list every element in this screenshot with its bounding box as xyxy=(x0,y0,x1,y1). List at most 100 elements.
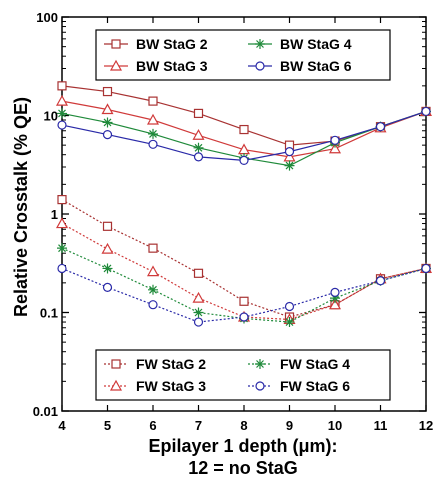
data-point xyxy=(330,287,340,297)
legend-item-fw-stag-3: FW StaG 3 xyxy=(104,378,206,394)
data-point xyxy=(193,307,204,318)
x-axis-title-line2: 12 = no StaG xyxy=(188,458,298,478)
legend-marker xyxy=(255,61,265,71)
x-tick-label: 4 xyxy=(58,418,66,433)
data-point xyxy=(55,94,69,106)
legend-label: BW StaG 3 xyxy=(136,58,208,74)
data-point xyxy=(328,142,342,154)
legend-marker xyxy=(111,359,121,369)
series-fw-stag-6 xyxy=(57,263,431,327)
data-point xyxy=(102,117,113,128)
data-point xyxy=(284,160,295,171)
legend-marker xyxy=(255,359,265,369)
data-point xyxy=(193,317,204,327)
data-point xyxy=(57,108,67,119)
y-tick-label: 10 xyxy=(44,109,58,124)
data-point xyxy=(193,108,204,119)
data-point xyxy=(192,291,205,303)
data-point xyxy=(239,124,249,135)
data-point xyxy=(148,139,158,149)
legend-marker xyxy=(111,39,121,49)
legend-marker xyxy=(109,379,123,391)
data-point xyxy=(193,142,204,153)
legend-item-bw-stag-4: BW StaG 4 xyxy=(248,36,352,52)
legend-bottom: FW StaG 2 FW StaG 3 FW StaG 4 FW StaG 6 xyxy=(95,349,391,401)
legend-item-fw-stag-2: FW StaG 2 xyxy=(104,356,206,372)
x-tick-label: 8 xyxy=(240,418,247,433)
data-point xyxy=(146,113,160,125)
x-tick-label: 12 xyxy=(419,418,433,433)
series-fw-stag-2 xyxy=(57,195,431,322)
data-point xyxy=(57,120,67,130)
legend-label: FW StaG 3 xyxy=(136,378,206,394)
data-point xyxy=(421,106,431,117)
data-point xyxy=(102,263,113,274)
data-point xyxy=(148,128,158,139)
legend-item-bw-stag-3: BW StaG 3 xyxy=(104,58,208,74)
legend-item-bw-stag-2: BW StaG 2 xyxy=(104,36,208,52)
series-fw-stag-3 xyxy=(55,217,433,325)
legend-label: BW StaG 4 xyxy=(280,36,352,52)
data-point xyxy=(284,301,295,312)
x-axis-title-line1: Epilayer 1 depth (μm): xyxy=(148,436,337,456)
x-tick-label: 5 xyxy=(104,418,111,433)
legend-item-fw-stag-6: FW StaG 6 xyxy=(248,378,350,394)
data-point xyxy=(239,312,249,322)
data-point xyxy=(328,298,342,310)
data-point xyxy=(148,284,158,295)
y-tick-label: 100 xyxy=(36,10,58,25)
x-tick-label: 6 xyxy=(149,418,156,433)
data-point xyxy=(101,103,114,115)
data-point xyxy=(239,296,249,306)
y-tick-label: 0.1 xyxy=(40,306,58,321)
data-point xyxy=(102,282,113,292)
x-tick-label: 9 xyxy=(286,418,293,433)
data-point xyxy=(193,268,204,278)
series-bw-stag-6 xyxy=(57,106,431,166)
series-bw-stag-2 xyxy=(57,81,431,150)
data-point xyxy=(192,129,205,140)
data-point xyxy=(102,221,113,231)
data-point xyxy=(375,122,386,132)
data-point xyxy=(57,195,67,205)
data-point xyxy=(148,96,158,106)
data-point xyxy=(102,129,113,140)
legend-box xyxy=(95,349,391,401)
data-point xyxy=(239,155,249,166)
data-point xyxy=(57,243,67,254)
data-point xyxy=(146,265,160,277)
legend-label: FW StaG 2 xyxy=(136,356,206,372)
data-point xyxy=(101,242,114,254)
data-point xyxy=(421,263,431,274)
legend-item-bw-stag-6: BW StaG 6 xyxy=(248,58,352,74)
y-tick-label: 0.01 xyxy=(33,404,58,419)
legend-item-fw-stag-4: FW StaG 4 xyxy=(248,356,350,372)
y-tick-label: 1 xyxy=(51,207,58,222)
legend-marker xyxy=(255,381,265,391)
legend-top: BW StaG 2 BW StaG 3 BW StaG 4 BW StaG 6 xyxy=(95,29,391,81)
data-point xyxy=(148,243,158,253)
legend-label: FW StaG 6 xyxy=(280,378,350,394)
data-point xyxy=(57,263,67,274)
data-point xyxy=(55,217,69,229)
x-tick-label: 10 xyxy=(328,418,342,433)
x-tick-label: 7 xyxy=(195,418,202,433)
data-point xyxy=(57,81,67,91)
data-point xyxy=(102,86,113,97)
data-point xyxy=(148,300,158,310)
x-tick-label: 11 xyxy=(374,418,388,433)
legend-label: BW StaG 2 xyxy=(136,36,208,52)
data-point xyxy=(284,317,295,328)
data-point xyxy=(375,276,386,286)
legend-marker xyxy=(109,59,123,71)
legend-box xyxy=(95,29,391,81)
data-point xyxy=(193,152,204,162)
data-point xyxy=(330,135,340,145)
legend-label: BW StaG 6 xyxy=(280,58,352,74)
data-point xyxy=(330,293,340,304)
y-axis-title: Relative Crosstalk (% QE) xyxy=(11,97,31,317)
legend-label: FW StaG 4 xyxy=(280,356,350,372)
data-point xyxy=(284,147,295,157)
